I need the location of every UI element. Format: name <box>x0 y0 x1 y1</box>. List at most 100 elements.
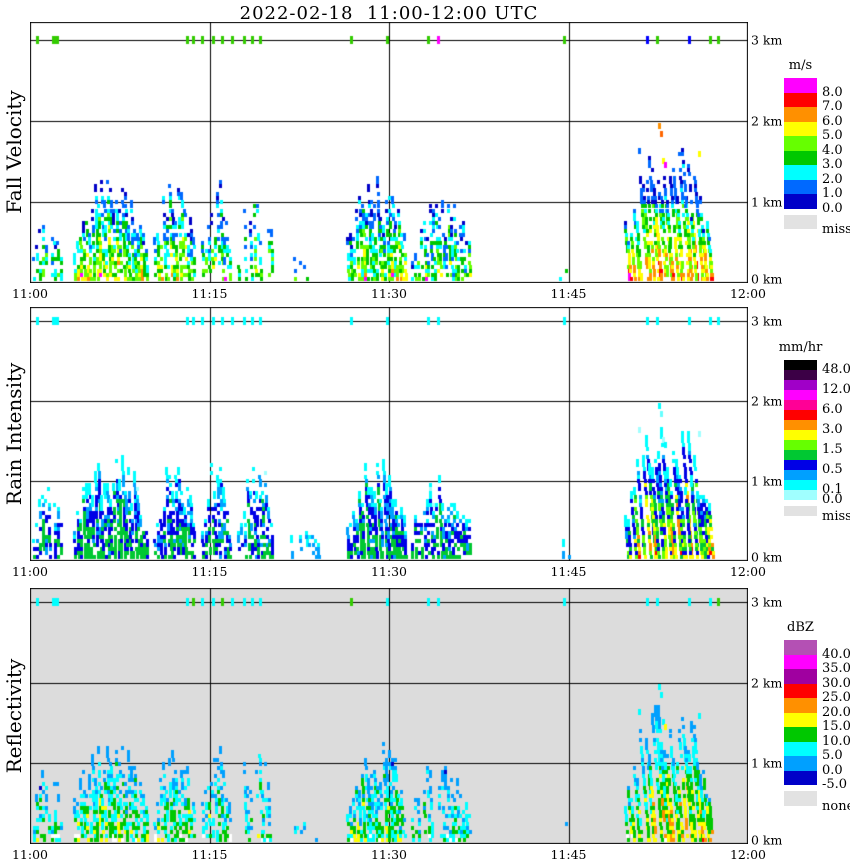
legend-value-label: 1.5 <box>822 442 843 457</box>
legend-color-block <box>784 78 817 93</box>
legend-value-label: 35.0 <box>822 661 850 676</box>
figure-title: 2022-02-18 11:00-12:00 UTC <box>239 3 539 24</box>
x-tick-label: 11:45 <box>550 286 587 301</box>
legend-color-block <box>784 756 817 771</box>
legend-color-block <box>784 107 817 122</box>
rain-intensity-legend-title: mm/hr <box>778 340 823 355</box>
legend-value-label: 1.0 <box>822 186 843 201</box>
legend-color-block <box>784 727 817 742</box>
x-tick-label: 11:00 <box>11 847 49 862</box>
legend-color-block <box>784 92 817 107</box>
legend-value-label: -5.0 <box>822 777 848 792</box>
x-tick-label: 11:30 <box>370 286 408 301</box>
legend-color-block <box>784 380 817 390</box>
x-tick-label: 12:00 <box>729 847 767 862</box>
legend-value-label: 0.0 <box>822 762 843 778</box>
legend-value-label: 40.0 <box>822 646 850 662</box>
legend-color-block <box>784 420 817 430</box>
legend-value-label: 48.0 <box>822 362 850 377</box>
legend-value-label: 3.0 <box>822 157 843 172</box>
legend-color-block <box>784 165 817 180</box>
height-tick-label: 3 km <box>751 313 783 329</box>
legend-color-block <box>784 480 817 490</box>
legend-color-block <box>784 470 817 480</box>
height-tick-label: 1 km <box>751 194 783 210</box>
legend-color-block <box>784 683 817 698</box>
x-tick-label: 11:30 <box>370 847 408 862</box>
legend-value-label: 4.0 <box>822 142 843 158</box>
legend-color-block <box>784 460 817 470</box>
legend-value-label: 0.0 <box>822 200 843 216</box>
legend-value-label: 0.1 <box>822 482 843 497</box>
fall-velocity-heatmap-canvas <box>30 22 748 283</box>
legend-miss-block <box>784 506 817 516</box>
height-tick-label: 2 km <box>751 675 783 691</box>
legend-color-block <box>784 410 817 420</box>
legend-value-label: 10.0 <box>822 733 850 749</box>
legend-value-label: 0.0 <box>822 492 843 507</box>
legend-value-label: 2.0 <box>822 171 843 187</box>
legend-color-block <box>784 150 817 165</box>
legend-miss-block <box>784 791 817 806</box>
legend-color-block <box>784 360 817 370</box>
legend-color-block <box>784 640 817 655</box>
ylabel-fall-velocity: Fall Velocity <box>2 90 26 214</box>
reflectivity-heatmap-canvas <box>30 588 748 844</box>
legend-value-label: 30.0 <box>822 675 850 691</box>
legend-value-label: 8.0 <box>822 84 843 100</box>
legend-color-block <box>784 430 817 440</box>
legend-miss-label: miss <box>822 509 850 524</box>
height-tick-label: 1 km <box>751 755 783 771</box>
legend-value-label: 6.0 <box>822 113 843 129</box>
legend-color-block <box>784 390 817 400</box>
legend-color-block <box>784 179 817 194</box>
x-tick-label: 11:15 <box>191 286 228 301</box>
rain-intensity-heatmap-canvas <box>30 307 748 561</box>
legend-value-label: 6.0 <box>822 402 843 417</box>
legend-miss-label: none <box>822 798 850 814</box>
legend-color-block <box>784 770 817 785</box>
x-tick-label: 12:00 <box>729 286 767 301</box>
legend-value-label: 5.0 <box>822 748 843 763</box>
legend-color-block <box>784 712 817 727</box>
legend-color-block <box>784 136 817 151</box>
legend-color-block <box>784 450 817 460</box>
x-tick-label: 12:00 <box>729 564 767 579</box>
x-tick-label: 11:00 <box>11 564 49 579</box>
height-tick-label: 2 km <box>751 393 783 409</box>
legend-value-label: 12.0 <box>822 382 850 397</box>
legend-value-label: 25.0 <box>822 690 850 705</box>
legend-value-label: 0.5 <box>822 462 843 477</box>
legend-color-block <box>784 490 817 500</box>
x-tick-label: 11:15 <box>191 564 228 579</box>
reflectivity-plot-area <box>30 588 748 844</box>
legend-value-label: 7.0 <box>822 99 843 114</box>
legend-miss-label: miss <box>822 222 850 237</box>
legend-color-block <box>784 440 817 450</box>
legend-color-block <box>784 741 817 756</box>
legend-value-label: 15.0 <box>822 719 850 734</box>
x-tick-label: 11:45 <box>550 847 587 862</box>
height-tick-label: 0 km <box>751 271 783 287</box>
height-tick-label: 3 km <box>751 32 783 48</box>
height-tick-label: 0 km <box>751 832 783 848</box>
ylabel-rain-intensity: Rain Intensity <box>2 362 26 506</box>
legend-color-block <box>784 400 817 410</box>
legend-color-block <box>784 194 817 209</box>
height-tick-label: 1 km <box>751 473 783 489</box>
height-tick-label: 3 km <box>751 594 783 610</box>
legend-color-block <box>784 669 817 684</box>
legend-value-label: 5.0 <box>822 128 843 143</box>
rain-intensity-plot-area <box>30 307 748 561</box>
height-tick-label: 2 km <box>751 113 783 129</box>
legend-color-block <box>784 698 817 713</box>
fall-velocity-plot-area <box>30 22 748 283</box>
reflectivity-legend-title: dBZ <box>787 620 814 635</box>
legend-value-label: 20.0 <box>822 704 850 720</box>
legend-color-block <box>784 121 817 136</box>
legend-color-block <box>784 654 817 669</box>
fall-velocity-legend-title: m/s <box>788 58 813 73</box>
height-tick-label: 0 km <box>751 549 783 565</box>
x-tick-label: 11:45 <box>550 564 587 579</box>
